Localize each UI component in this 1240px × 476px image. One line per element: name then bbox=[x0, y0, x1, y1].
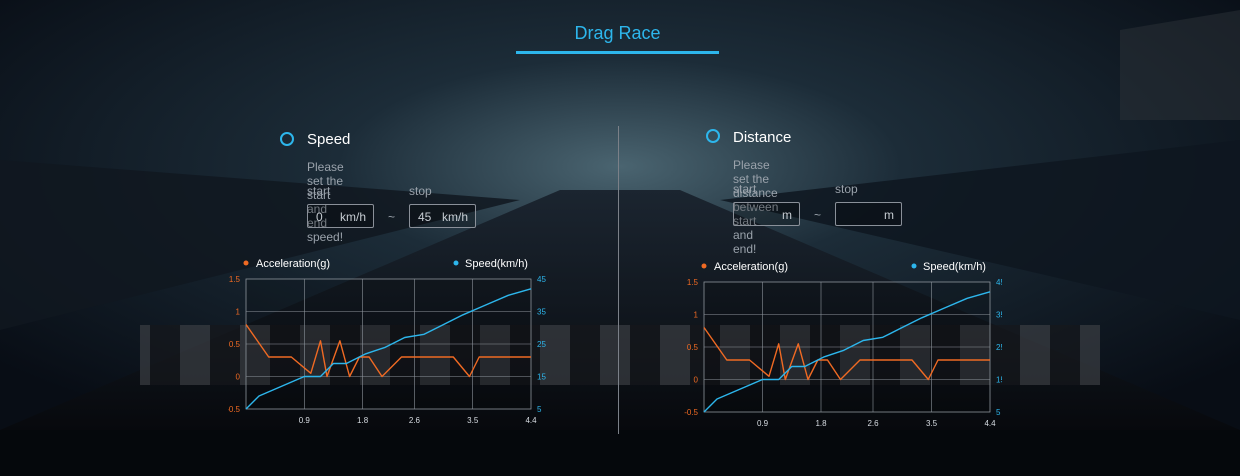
speed-start-label: start bbox=[307, 184, 331, 198]
speed-series-line bbox=[245, 288, 532, 410]
speed-start-unit: km/h bbox=[339, 210, 366, 224]
y-right-tick-label: 35 bbox=[996, 311, 1002, 320]
y-right-tick-label: 45 bbox=[996, 278, 1002, 287]
x-tick-label: 4.4 bbox=[984, 419, 996, 428]
distance-hint: Please set the distance between start an… bbox=[733, 158, 779, 256]
y-right-tick-label: 5 bbox=[537, 405, 542, 414]
distance-range-separator: ~ bbox=[814, 208, 822, 222]
y-left-tick-label: 0 bbox=[694, 376, 699, 385]
x-tick-label: 1.8 bbox=[357, 416, 369, 425]
y-left-tick-label: 0.5 bbox=[229, 340, 241, 349]
tab-active-underline bbox=[516, 51, 719, 54]
acceleration-series-line bbox=[245, 324, 531, 378]
legend-speed-label: Speed(km/h) bbox=[923, 261, 986, 273]
speed-stop-unit: km/h bbox=[441, 210, 468, 224]
x-tick-label: 1.8 bbox=[815, 419, 827, 428]
x-tick-label: 3.5 bbox=[926, 419, 938, 428]
y-left-tick-label: -0.5 bbox=[228, 405, 241, 414]
y-right-tick-label: 45 bbox=[537, 275, 546, 284]
y-right-tick-label: 15 bbox=[537, 373, 546, 382]
legend-acceleration-marker bbox=[243, 260, 249, 266]
tab-drag-race[interactable]: Drag Race bbox=[516, 18, 719, 54]
distance-stop-unit: m bbox=[884, 208, 894, 222]
acceleration-series-line bbox=[703, 327, 990, 381]
speed-radio[interactable] bbox=[280, 132, 294, 146]
distance-radio[interactable] bbox=[706, 129, 720, 143]
y-left-tick-label: -0.5 bbox=[684, 408, 698, 417]
legend-acceleration-label: Acceleration(g) bbox=[256, 258, 330, 270]
speed-series-line bbox=[703, 291, 991, 413]
speed-range-separator: ~ bbox=[388, 210, 396, 224]
legend-speed-marker bbox=[911, 263, 917, 269]
distance-start-input[interactable]: m bbox=[733, 202, 800, 226]
legend-acceleration-marker bbox=[701, 263, 707, 269]
y-left-tick-label: 1 bbox=[236, 308, 241, 317]
y-left-tick-label: 1.5 bbox=[229, 275, 241, 284]
x-tick-label: 0.9 bbox=[299, 416, 311, 425]
y-left-tick-label: 1.5 bbox=[687, 278, 699, 287]
legend-speed-marker bbox=[453, 260, 459, 266]
distance-stop-input[interactable]: m bbox=[835, 202, 902, 226]
x-tick-label: 4.4 bbox=[525, 416, 537, 425]
speed-start-value: 0 bbox=[316, 210, 323, 224]
distance-chart: 0.9 1.8 2.6 3.5 4.4 -0.5 0 0.5 1 1.5 5 15 25 35 45 Acce… bbox=[684, 261, 1002, 428]
y-left-tick-label: 1 bbox=[694, 311, 699, 320]
x-tick-label: 0.9 bbox=[757, 419, 769, 428]
distance-title: Distance bbox=[733, 129, 792, 146]
speed-chart: 0.9 1.8 2.6 3.5 4.4 -0.5 0 0.5 1 1.5 5 15 25 35 45 Acce… bbox=[228, 258, 546, 425]
legend-speed-label: Speed(km/h) bbox=[465, 258, 528, 270]
speed-stop-input[interactable]: 45 km/h bbox=[409, 204, 476, 228]
x-tick-label: 2.6 bbox=[867, 419, 879, 428]
y-right-tick-label: 35 bbox=[537, 308, 546, 317]
tab-drag-race-label: Drag Race bbox=[574, 23, 661, 43]
panel-divider bbox=[618, 126, 619, 434]
x-tick-label: 2.6 bbox=[409, 416, 421, 425]
legend-acceleration-label: Acceleration(g) bbox=[714, 261, 788, 273]
x-tick-label: 3.5 bbox=[467, 416, 479, 425]
speed-title: Speed bbox=[307, 131, 351, 148]
y-left-tick-label: 0.5 bbox=[687, 343, 699, 352]
y-right-tick-label: 25 bbox=[996, 343, 1002, 352]
y-left-tick-label: 0 bbox=[236, 373, 241, 382]
y-right-tick-label: 25 bbox=[537, 340, 546, 349]
distance-start-label: start bbox=[733, 182, 757, 196]
speed-stop-label: stop bbox=[409, 184, 432, 198]
speed-stop-value: 45 bbox=[418, 210, 432, 224]
y-right-tick-label: 15 bbox=[996, 376, 1002, 385]
y-right-tick-label: 5 bbox=[996, 408, 1001, 417]
distance-start-unit: m bbox=[782, 208, 792, 222]
speed-hint: Please set the start and end speed! bbox=[307, 160, 344, 244]
distance-stop-label: stop bbox=[835, 182, 858, 196]
speed-start-input[interactable]: 0 km/h bbox=[307, 204, 374, 228]
